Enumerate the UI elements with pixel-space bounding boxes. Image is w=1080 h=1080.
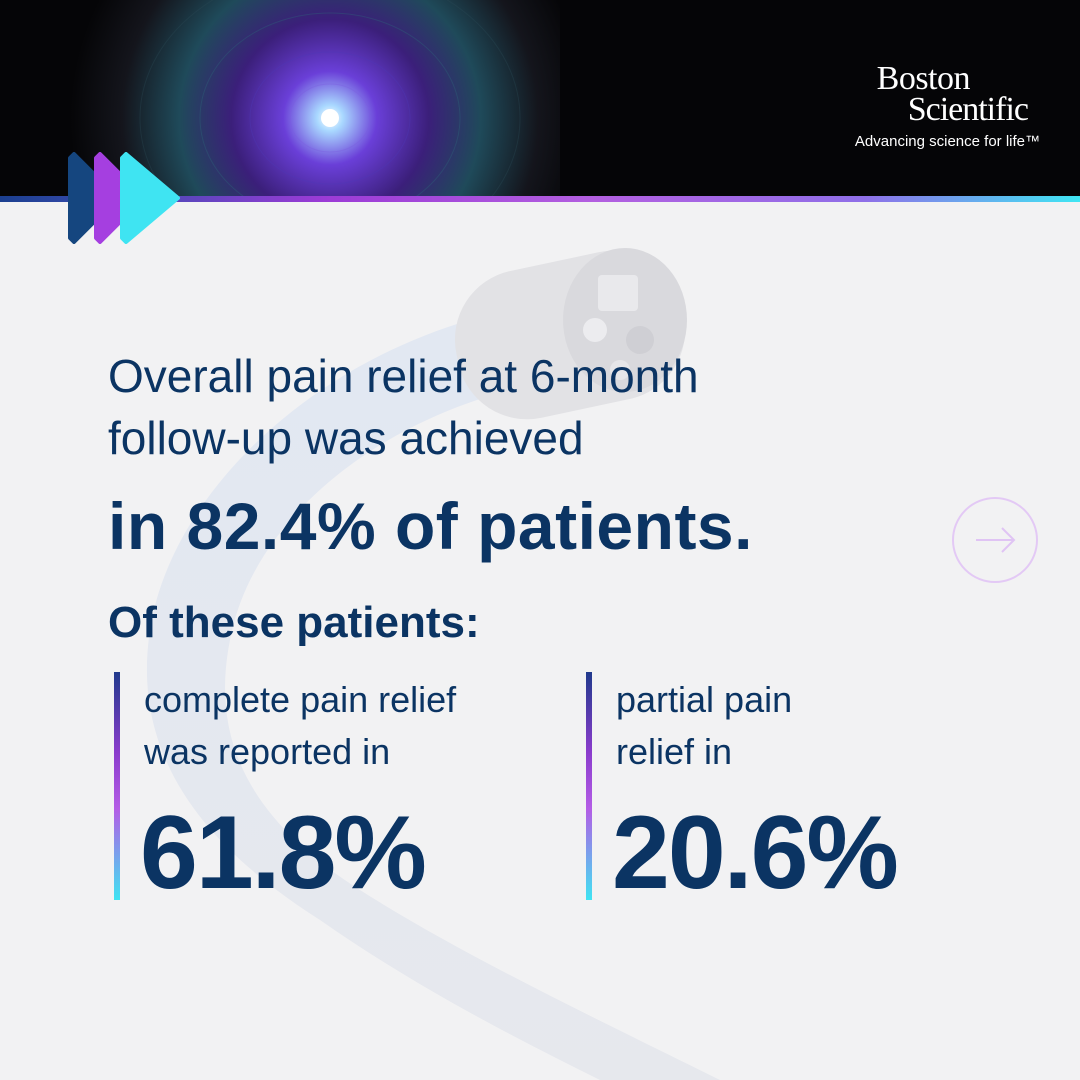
headline: Overall pain relief at 6-month follow-up… (108, 345, 868, 469)
headline-line-2: follow-up was achieved (108, 412, 584, 464)
stat-partial-relief: partial pain relief in 20.6% (586, 672, 1026, 908)
device-background-image (146, 248, 721, 1080)
stat-value: 61.8% (140, 795, 427, 911)
stat-label-line-1: complete pain relief (144, 679, 457, 720)
logo-line-1: Boston (876, 60, 971, 97)
stat-label: partial pain relief in (616, 674, 792, 778)
stat-label-line-1: partial pain (616, 679, 793, 720)
logo-tagline: Advancing science for life™ (854, 133, 1040, 150)
triple-chevron-icon (68, 152, 180, 244)
stat-accent-bar (114, 672, 120, 900)
next-button[interactable] (952, 497, 1038, 583)
tunnel-image (60, 0, 1080, 198)
stat-complete-relief: complete pain relief was reported in 61.… (114, 672, 564, 908)
headline-highlight: in 82.4% of patients. (108, 489, 753, 563)
headline-line-1: Overall pain relief at 6-month (108, 350, 699, 402)
boston-scientific-logo: Boston Scientific Advancing science for … (835, 60, 1040, 152)
stat-label: complete pain relief was reported in (144, 674, 456, 778)
gradient-divider (0, 196, 1080, 202)
stat-accent-bar (586, 672, 592, 900)
stat-label-line-2: relief in (616, 731, 733, 772)
stat-label-line-2: was reported in (144, 731, 391, 772)
subheading: Of these patients: (108, 598, 480, 647)
logo-line-2: Scientific (907, 91, 1029, 128)
arrow-right-icon (976, 527, 1016, 553)
stat-value: 20.6% (612, 795, 899, 911)
header-banner: Boston Scientific Advancing science for … (0, 0, 1080, 198)
